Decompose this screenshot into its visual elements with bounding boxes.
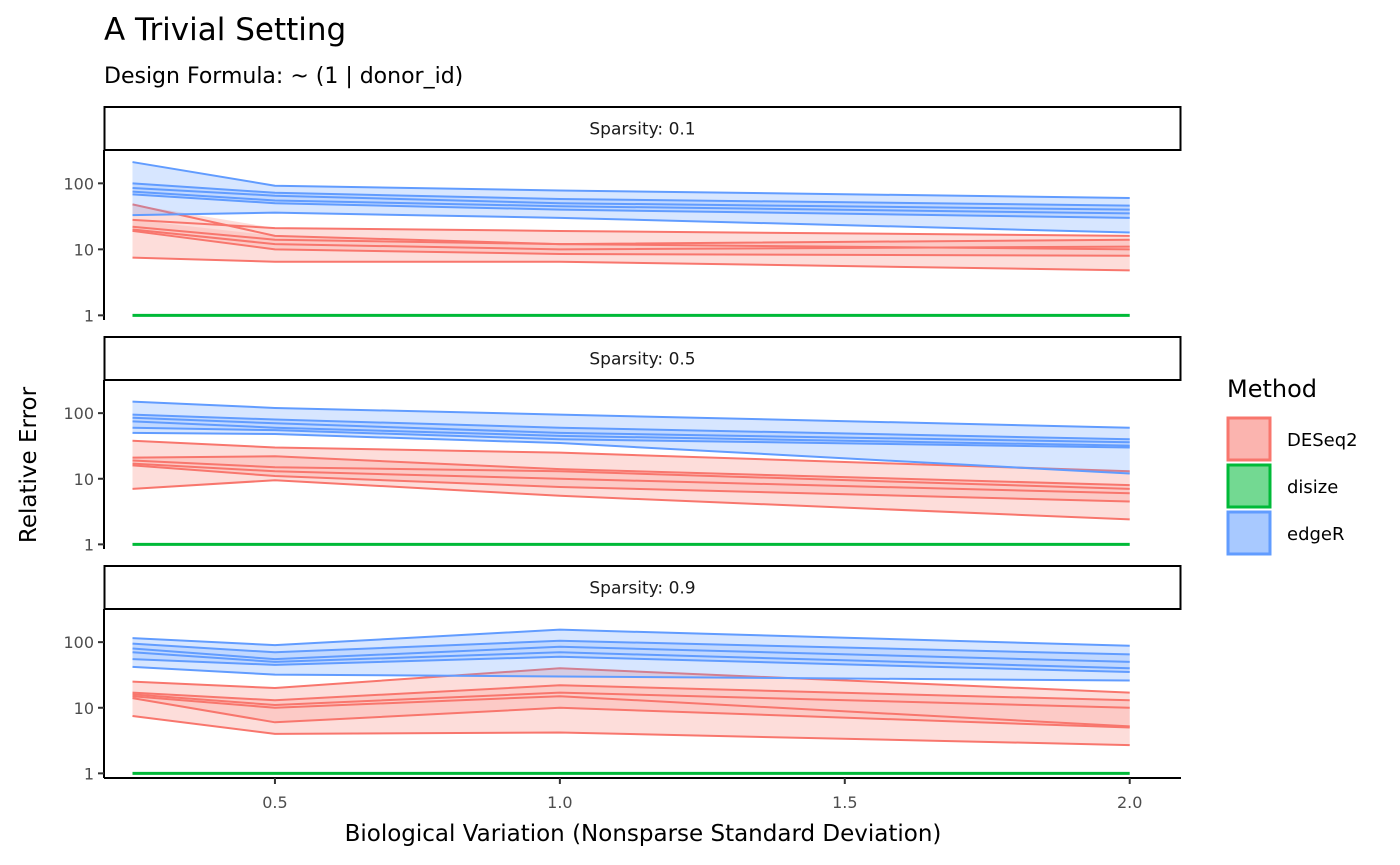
series-line	[132, 714, 1130, 747]
legend: Method DESeq2 disize edgeR	[1226, 375, 1358, 556]
series-line	[132, 655, 1130, 674]
chart-title: A Trivial Setting	[104, 12, 346, 48]
legend-label: edgeR	[1287, 524, 1345, 545]
legend-entry-deseq2: DESeq2	[1226, 416, 1358, 462]
facet-panel: Sparsity: 0.5 1 10 100	[63, 336, 1182, 554]
series-line	[132, 229, 1130, 257]
legend-entry-edger: edgeR	[1226, 510, 1345, 556]
series-line	[132, 416, 1130, 444]
series-line	[132, 697, 1130, 729]
series-line	[132, 462, 1130, 495]
ribbon-inner	[132, 685, 1130, 728]
series-line	[132, 203, 1130, 251]
legend-label: disize	[1287, 477, 1338, 498]
ribbon-outer	[132, 668, 1130, 746]
series-line	[132, 426, 1130, 449]
series-line	[132, 695, 1130, 728]
series-line	[132, 479, 1130, 521]
y-tick-label: 1	[84, 764, 94, 783]
x-axis-title: Biological Variation (Nonsparse Standard…	[345, 821, 942, 847]
legend-label: DESeq2	[1287, 430, 1358, 451]
series-line	[132, 225, 1130, 246]
facet-strip	[103, 565, 1182, 610]
series-line	[132, 455, 1130, 487]
series-line	[132, 218, 1130, 237]
x-axis: 0.5 1.0 1.5 2.0	[104, 777, 1181, 812]
series-line	[132, 665, 1130, 682]
y-axis-title: Relative Error	[16, 386, 42, 543]
series-line	[132, 187, 1130, 211]
facet-panel: Sparsity: 0.9 1 10 100	[63, 565, 1182, 783]
legend-key	[1226, 416, 1272, 462]
ribbon-inner	[132, 456, 1130, 502]
series-line	[132, 211, 1130, 234]
series-line	[132, 464, 1130, 503]
x-tick-label: 0.5	[262, 793, 287, 812]
legend-key	[1226, 463, 1272, 509]
series-line	[132, 256, 1130, 272]
y-tick-label: 100	[63, 404, 94, 423]
series-line	[132, 628, 1130, 647]
series-deseq2	[132, 439, 1130, 521]
facet-strip-label: Sparsity: 0.9	[589, 579, 695, 599]
facet-strip	[103, 106, 1182, 151]
facet-strip-label: Sparsity: 0.5	[589, 350, 695, 370]
series-edger	[132, 400, 1130, 475]
series-line	[132, 190, 1130, 215]
series-line	[132, 400, 1130, 429]
chart-subtitle: Design Formula: ~ (1 | donor_id)	[104, 64, 463, 89]
series-line	[132, 684, 1130, 702]
series-line	[132, 651, 1130, 670]
series-line	[132, 691, 1130, 709]
series-deseq2	[132, 203, 1130, 272]
ribbon-outer	[132, 204, 1130, 271]
series-line	[132, 459, 1130, 490]
legend-entry-disize: disize	[1226, 463, 1338, 509]
legend-title: Method	[1227, 375, 1317, 403]
y-tick-label: 100	[63, 633, 94, 652]
series-line	[132, 228, 1130, 251]
y-tick-label: 10	[74, 470, 94, 489]
series-line	[132, 439, 1130, 473]
y-tick-label: 10	[74, 240, 94, 259]
y-tick-label: 10	[74, 699, 94, 718]
series-edger	[132, 161, 1130, 234]
series-line	[132, 639, 1130, 656]
y-tick-label: 100	[63, 174, 94, 193]
x-tick-label: 1.5	[832, 793, 857, 812]
series-line	[132, 161, 1130, 199]
series-line	[132, 645, 1130, 663]
facet-strip	[103, 336, 1182, 381]
series-line	[132, 431, 1130, 475]
y-tick-label: 1	[84, 306, 94, 325]
facet-panel: Sparsity: 0.1 1 10 100	[63, 106, 1182, 325]
x-tick-label: 1.0	[547, 793, 572, 812]
series-line	[132, 413, 1130, 441]
series-deseq2	[132, 667, 1130, 747]
series-edger	[132, 628, 1130, 682]
series-line	[132, 193, 1130, 219]
series-line	[132, 420, 1130, 447]
y-tick-label: 1	[84, 535, 94, 554]
series-line	[132, 182, 1130, 207]
series-line	[132, 667, 1130, 694]
x-tick-label: 2.0	[1117, 793, 1142, 812]
legend-key	[1226, 510, 1272, 556]
facet-strip-label: Sparsity: 0.1	[589, 120, 695, 140]
